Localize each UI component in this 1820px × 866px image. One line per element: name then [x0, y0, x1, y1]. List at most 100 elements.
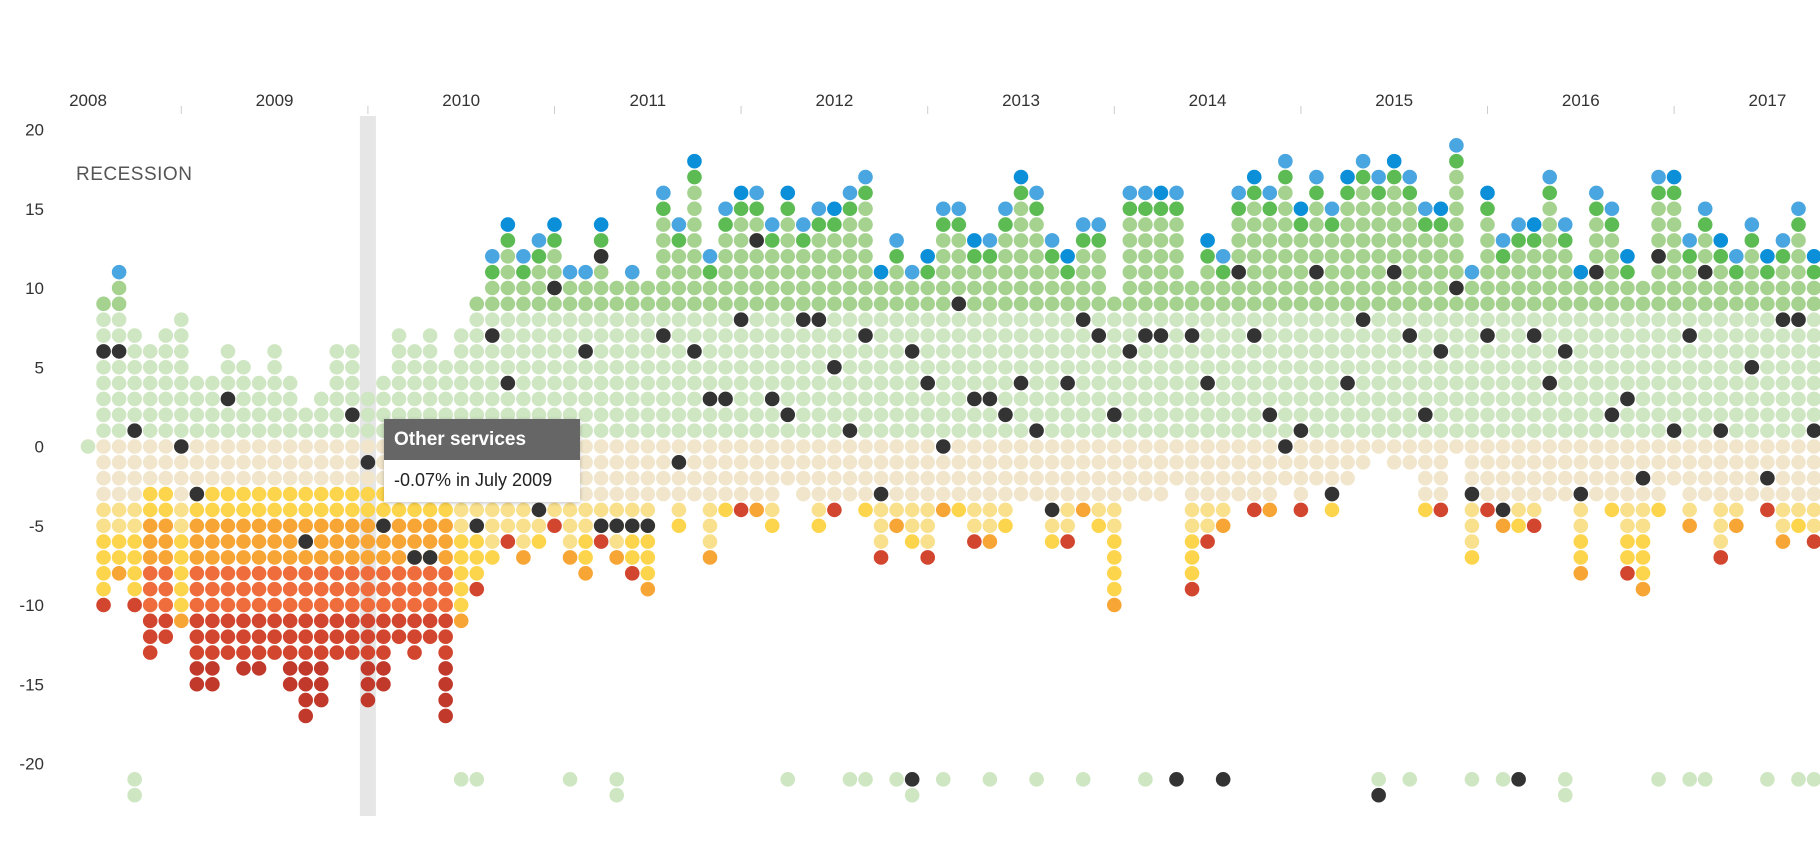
highlighted-dot[interactable]: [593, 518, 609, 534]
highlighted-dot[interactable]: [1324, 486, 1340, 502]
highlighted-dot[interactable]: [1806, 423, 1820, 438]
highlighted-dot[interactable]: [624, 518, 640, 534]
highlighted-dot[interactable]: [220, 391, 236, 407]
highlighted-dot[interactable]: [1589, 264, 1604, 280]
highlighted-dot[interactable]: [920, 375, 935, 391]
highlighted-dot[interactable]: [998, 407, 1013, 423]
highlighted-dot[interactable]: [1775, 312, 1791, 328]
highlighted-dot[interactable]: [873, 486, 889, 502]
highlighted-dot[interactable]: [733, 312, 749, 328]
highlighted-dot[interactable]: [1604, 407, 1620, 423]
highlighted-dot[interactable]: [1402, 328, 1418, 343]
highlighted-dot[interactable]: [951, 296, 967, 312]
highlighted-dot[interactable]: [1075, 312, 1091, 328]
highlighted-dot[interactable]: [1620, 391, 1635, 407]
highlighted-dot[interactable]: [500, 375, 516, 391]
highlighted-dot[interactable]: [1200, 375, 1215, 391]
highlighted-dot[interactable]: [1044, 502, 1060, 518]
highlighted-dot[interactable]: [1293, 423, 1309, 438]
highlighted-dot[interactable]: [1433, 344, 1449, 359]
highlighted-dot[interactable]: [1138, 328, 1153, 343]
highlighted-dot[interactable]: [531, 502, 547, 518]
highlighted-dot[interactable]: [1309, 264, 1324, 280]
highlighted-dot[interactable]: [780, 407, 796, 423]
highlighted-dot[interactable]: [593, 248, 609, 264]
highlighted-dot[interactable]: [1169, 772, 1184, 787]
highlighted-dot[interactable]: [1651, 248, 1666, 264]
highlighted-dot[interactable]: [298, 534, 314, 549]
highlighted-dot[interactable]: [1013, 375, 1029, 391]
highlighted-dot[interactable]: [749, 233, 764, 248]
dot: [1744, 486, 1760, 502]
highlighted-dot[interactable]: [1231, 264, 1246, 280]
highlighted-dot[interactable]: [811, 312, 827, 328]
highlighted-dot[interactable]: [1122, 344, 1138, 359]
highlighted-dot[interactable]: [1464, 486, 1480, 502]
highlighted-dot[interactable]: [547, 280, 562, 296]
highlighted-dot[interactable]: [1060, 375, 1075, 391]
highlighted-dot[interactable]: [827, 359, 842, 375]
highlighted-dot[interactable]: [1262, 407, 1278, 423]
highlighted-dot[interactable]: [1557, 344, 1573, 359]
highlighted-dot[interactable]: [1713, 423, 1729, 438]
highlighted-dot[interactable]: [1029, 423, 1044, 438]
highlighted-dot[interactable]: [687, 344, 702, 359]
highlighted-dot[interactable]: [842, 423, 858, 438]
highlighted-dot[interactable]: [796, 312, 811, 328]
highlighted-dot[interactable]: [1697, 264, 1713, 280]
highlighted-dot[interactable]: [609, 518, 624, 534]
highlighted-dot[interactable]: [1682, 328, 1697, 343]
highlighted-dot[interactable]: [1340, 375, 1355, 391]
highlighted-dot[interactable]: [578, 344, 593, 359]
highlighted-dot[interactable]: [764, 391, 780, 407]
highlighted-dot[interactable]: [656, 328, 671, 343]
highlighted-dot[interactable]: [640, 518, 656, 534]
dot: [1604, 455, 1620, 470]
highlighted-dot[interactable]: [1666, 423, 1682, 438]
highlighted-dot[interactable]: [1246, 328, 1262, 343]
highlighted-dot[interactable]: [1760, 470, 1775, 486]
highlighted-dot[interactable]: [1418, 407, 1433, 423]
highlighted-dot[interactable]: [96, 344, 111, 359]
highlighted-dot[interactable]: [1386, 264, 1402, 280]
highlighted-dot[interactable]: [1278, 439, 1293, 454]
highlighted-dot[interactable]: [1495, 502, 1511, 518]
highlighted-dot[interactable]: [904, 344, 920, 359]
highlighted-dot[interactable]: [1371, 787, 1386, 803]
highlighted-dot[interactable]: [422, 550, 438, 565]
highlighted-dot[interactable]: [982, 391, 998, 407]
highlighted-dot[interactable]: [1091, 328, 1107, 343]
highlighted-dot[interactable]: [127, 423, 142, 438]
highlighted-dot[interactable]: [376, 518, 391, 534]
highlighted-dot[interactable]: [345, 407, 360, 423]
highlighted-dot[interactable]: [1573, 486, 1589, 502]
dot: [733, 201, 749, 217]
highlighted-dot[interactable]: [485, 328, 500, 343]
highlighted-dot[interactable]: [858, 328, 873, 343]
highlighted-dot[interactable]: [1153, 328, 1169, 343]
highlighted-dot[interactable]: [1791, 312, 1806, 328]
highlighted-dot[interactable]: [671, 455, 687, 470]
highlighted-dot[interactable]: [1215, 772, 1231, 787]
highlighted-dot[interactable]: [1635, 470, 1651, 486]
highlighted-dot[interactable]: [1449, 280, 1464, 296]
highlighted-dot[interactable]: [407, 550, 422, 565]
highlighted-dot[interactable]: [967, 391, 982, 407]
highlighted-dot[interactable]: [702, 391, 718, 407]
highlighted-dot[interactable]: [189, 486, 205, 502]
highlighted-dot[interactable]: [1744, 359, 1760, 375]
highlighted-dot[interactable]: [1511, 772, 1526, 787]
highlighted-dot[interactable]: [1355, 312, 1371, 328]
highlighted-dot[interactable]: [111, 344, 127, 359]
highlighted-dot[interactable]: [360, 455, 376, 470]
highlighted-dot[interactable]: [904, 772, 920, 787]
highlighted-dot[interactable]: [469, 518, 485, 534]
highlighted-dot[interactable]: [1480, 328, 1495, 343]
highlighted-dot[interactable]: [935, 439, 951, 454]
highlighted-dot[interactable]: [1107, 407, 1122, 423]
highlighted-dot[interactable]: [1542, 375, 1557, 391]
highlighted-dot[interactable]: [174, 439, 189, 454]
highlighted-dot[interactable]: [718, 391, 733, 407]
highlighted-dot[interactable]: [1184, 328, 1200, 343]
highlighted-dot[interactable]: [1526, 328, 1542, 343]
